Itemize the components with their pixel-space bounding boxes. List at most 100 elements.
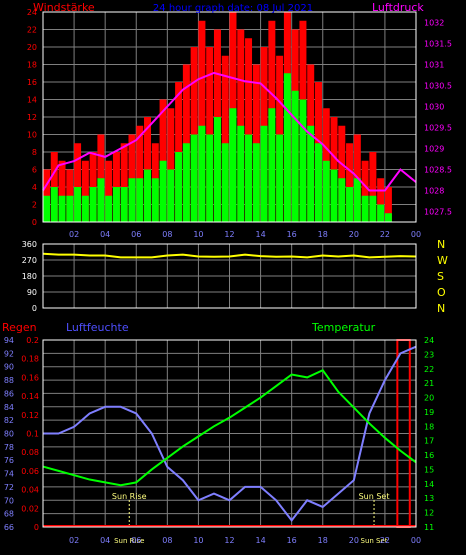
wind-x-tick-label: 18 [318, 230, 328, 239]
humidity-tick-label: 66 [4, 523, 14, 532]
sunset-label: Sun Set [359, 492, 390, 501]
wind-frame [42, 11, 417, 223]
rain-y-ticks: 0 0.02 0.04 0.06 0.08 0.1 0.12 0.14 0.16 0.18 0.2 [21, 336, 39, 532]
climate-x-tick-label: 04 [100, 536, 110, 545]
humidity-axis-title: Luftfeuchte [66, 321, 129, 334]
wind-average-bar [198, 125, 206, 222]
pressure-tick-label: 1032 [424, 19, 444, 28]
wind-tick-label: 0 [32, 218, 37, 227]
pressure-tick-label: 1028 [424, 187, 444, 196]
wind-average-bar [105, 195, 113, 222]
climate-x-tick-label: 16 [287, 536, 297, 545]
wind-gust-bar [377, 178, 385, 222]
direction-tick-label: 270 [22, 256, 37, 265]
climate-x-tick-label: 14 [255, 536, 265, 545]
wind-average-bar [276, 134, 284, 222]
wind-x-tick-label: 22 [380, 230, 390, 239]
wind-gust-bar [105, 160, 113, 222]
wind-tick-label: 22 [27, 26, 37, 35]
direction-tick-label: 90 [27, 288, 37, 297]
wind-gust-bar [221, 55, 229, 222]
rain-tick-label: 0.06 [21, 467, 39, 476]
temperature-tick-label: 14 [424, 480, 434, 489]
temperature-tick-label: 22 [424, 365, 434, 374]
temperature-tick-label: 20 [424, 394, 434, 403]
wind-average-bar [268, 108, 276, 222]
humidity-tick-label: 76 [4, 456, 14, 465]
temperature-line [42, 368, 417, 487]
wind-x-tick-label: 14 [255, 230, 265, 239]
wind-average-bar [144, 169, 152, 222]
rain-axis-title: Regen [2, 321, 37, 334]
humidity-tick-label: 80 [4, 430, 14, 439]
humidity-tick-label: 90 [4, 363, 14, 372]
wind-average-bar [237, 125, 245, 222]
wind-x-tick-label: 04 [100, 230, 110, 239]
wind-x-tick-label: 00 [411, 230, 421, 239]
climate-frame [42, 339, 417, 528]
wind-average-bar [151, 178, 159, 222]
temperature-tick-label: 16 [424, 451, 434, 460]
wind-average-bar [81, 195, 89, 222]
wind-tick-label: 6 [32, 166, 37, 175]
rain-tick-label: 0.14 [21, 392, 39, 401]
wind-average-bar [291, 90, 299, 222]
direction-tick-label: 0 [32, 304, 37, 313]
wind-average-bar [353, 178, 361, 222]
temperature-tick-label: 13 [424, 494, 434, 503]
humidity-tick-label: 72 [4, 483, 14, 492]
direction-y-ticks: 0 90 180 270 360 [22, 240, 37, 313]
rain-tick-label: 0.18 [21, 355, 39, 364]
wind-average-bar [182, 143, 190, 222]
wind-x-ticks: 02 04 06 08 10 12 14 16 18 20 22 00 [69, 230, 421, 239]
climate-grid [43, 339, 417, 528]
wind-gust-bar [346, 143, 354, 222]
humidity-tick-label: 68 [4, 510, 14, 519]
wind-gust-bar [120, 143, 128, 222]
climate-x-tick-label: 00 [411, 536, 421, 545]
temperature-axis-title: Temperatur [311, 321, 376, 334]
temperature-tick-label: 17 [424, 437, 434, 446]
climate-x-ticks: 02 04 06 08 10 12 14 16 18 20 22 00 [69, 536, 421, 545]
direction-frame [42, 243, 417, 309]
wind-tick-label: 14 [27, 96, 37, 105]
wind-average-bar [128, 178, 136, 222]
sun-markers: Sun Rise Sun Rise Sun Set Sun Set [112, 492, 390, 545]
wind-average-bar [245, 134, 253, 222]
temperature-tick-label: 15 [424, 465, 434, 474]
wind-average-bar [346, 187, 354, 222]
sunrise-axis-label: Sun Rise [114, 537, 144, 545]
wind-average-bar [330, 169, 338, 222]
wind-average-bar [338, 178, 346, 222]
humidity-y-ticks: 66 68 70 72 74 76 78 80 82 84 86 88 90 92 94 [4, 336, 14, 532]
wind-average-bar [206, 134, 214, 222]
temperature-tick-label: 24 [424, 336, 434, 345]
wind-gust-bar [338, 125, 346, 222]
wind-average-bar [322, 160, 330, 222]
wind-average-bar [120, 187, 128, 222]
wind-x-tick-label: 08 [162, 230, 172, 239]
temperature-tick-label: 11 [424, 523, 434, 532]
wind-average-bar [252, 143, 260, 222]
pressure-tick-label: 1029 [424, 145, 444, 154]
pressure-tick-label: 1030.5 [424, 82, 452, 91]
direction-tick-label: 180 [22, 272, 37, 281]
pressure-y-ticks: 1027.5 1028 1028.5 1029 1029.5 1030 1030.5 1031… [424, 19, 452, 217]
humidity-temperature-panel: Sun Rise Sun Rise Sun Set Sun Set 0 0.02 0.04… [2, 321, 434, 545]
wind-average-bar [190, 134, 198, 222]
climate-x-tick-label: 12 [224, 536, 234, 545]
wind-gust-bar [58, 160, 66, 222]
wind-average-bar [384, 213, 392, 222]
direction-letter: S [437, 270, 444, 283]
wind-average-bar [314, 143, 322, 222]
sunset-axis-label: Sun Set [361, 537, 388, 545]
wind-gust-bar [198, 20, 206, 222]
pressure-tick-label: 1031.5 [424, 40, 452, 49]
wind-average-bar [260, 125, 268, 222]
climate-x-tick-label: 06 [131, 536, 141, 545]
humidity-tick-label: 74 [4, 470, 14, 479]
wind-tick-label: 10 [27, 131, 37, 140]
wind-tick-label: 18 [27, 61, 37, 70]
